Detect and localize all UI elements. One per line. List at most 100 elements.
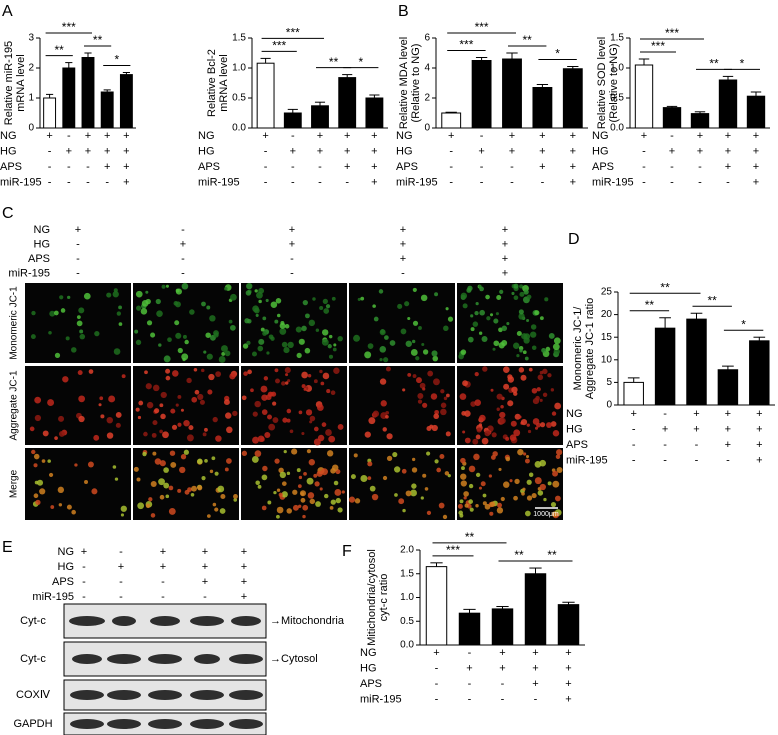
condition-sign: + xyxy=(160,546,166,558)
cell xyxy=(551,411,557,416)
cell xyxy=(134,329,139,334)
cell xyxy=(476,427,482,433)
cell xyxy=(181,353,189,361)
cell xyxy=(478,486,482,490)
cell xyxy=(262,316,267,321)
cell xyxy=(460,473,467,480)
cell xyxy=(385,414,389,419)
condition-label: miR-195 xyxy=(32,591,74,603)
cell xyxy=(205,332,211,338)
condition-sign: + xyxy=(123,176,129,188)
bar xyxy=(746,95,766,129)
cell xyxy=(550,501,557,508)
cell xyxy=(233,498,238,502)
cell xyxy=(206,514,211,518)
cell xyxy=(289,429,294,434)
bar xyxy=(311,105,329,129)
cell xyxy=(144,370,148,375)
cell xyxy=(298,338,305,345)
cell xyxy=(209,315,216,322)
cell xyxy=(503,366,510,373)
condition-sign: - xyxy=(698,176,702,188)
cell xyxy=(209,469,214,474)
cell xyxy=(379,358,383,362)
condition-label: miR-195 xyxy=(8,267,50,279)
condition-label: HG xyxy=(34,238,51,250)
condition-sign: - xyxy=(318,161,322,173)
cell xyxy=(146,401,154,409)
cell xyxy=(412,320,419,326)
cell xyxy=(93,434,100,441)
cell xyxy=(555,454,561,459)
cell xyxy=(327,344,332,349)
blot-band xyxy=(190,616,224,626)
cell xyxy=(270,336,275,341)
cell xyxy=(412,374,417,378)
cell xyxy=(199,399,205,405)
condition-sign: + xyxy=(433,647,439,659)
cell xyxy=(165,284,169,288)
cell xyxy=(460,480,467,487)
cell xyxy=(507,400,514,407)
cell xyxy=(204,427,208,432)
cell xyxy=(434,459,439,464)
cell xyxy=(313,379,318,384)
cell xyxy=(392,451,398,458)
cell xyxy=(100,414,105,419)
condition-label: NG xyxy=(396,130,413,142)
condition-sign: - xyxy=(86,176,90,188)
cell xyxy=(261,394,268,401)
cell xyxy=(457,503,463,509)
blot-label: Cyt-c xyxy=(20,653,46,665)
y-tick-label: 0.0 xyxy=(232,123,246,134)
cell xyxy=(266,351,270,355)
cell xyxy=(66,504,72,510)
cell xyxy=(34,396,42,404)
cell xyxy=(464,437,471,444)
cell xyxy=(50,505,55,509)
condition-sign: + xyxy=(66,145,72,157)
cell xyxy=(184,339,189,345)
cell xyxy=(307,492,315,499)
cell xyxy=(283,449,287,454)
cell xyxy=(551,511,558,517)
cell xyxy=(440,402,447,409)
cell xyxy=(411,339,416,344)
cell xyxy=(524,356,529,361)
cell xyxy=(360,296,365,301)
condition-sign: - xyxy=(67,161,71,173)
cell xyxy=(420,496,424,500)
condition-sign: - xyxy=(726,176,730,188)
cell xyxy=(519,348,523,353)
condition-sign: + xyxy=(344,161,350,173)
y-axis-label: Relative SOD level xyxy=(596,37,608,129)
cell xyxy=(531,387,538,394)
cell xyxy=(439,454,445,459)
cell xyxy=(300,497,306,503)
cell xyxy=(404,301,410,307)
cell xyxy=(298,410,303,415)
bar xyxy=(471,60,492,129)
cell xyxy=(434,292,439,297)
cell xyxy=(489,511,494,516)
bar xyxy=(502,58,522,129)
cell xyxy=(333,480,339,486)
cell xyxy=(521,491,525,496)
cell xyxy=(498,467,502,471)
cell xyxy=(313,473,318,478)
cell xyxy=(474,399,482,407)
cell xyxy=(35,499,41,506)
condition-sign: + xyxy=(570,145,576,157)
y-axis-label: Relative MDA level xyxy=(398,37,410,129)
cell xyxy=(542,368,548,375)
y-tick-label: 0 xyxy=(606,400,612,411)
significance-label: *** xyxy=(651,39,665,53)
cell xyxy=(261,409,268,415)
cell xyxy=(158,478,165,486)
condition-label: APS xyxy=(566,439,588,451)
cell xyxy=(436,467,442,473)
cell xyxy=(287,341,294,349)
cell xyxy=(272,401,277,406)
cell xyxy=(284,367,291,374)
cell xyxy=(246,340,251,345)
